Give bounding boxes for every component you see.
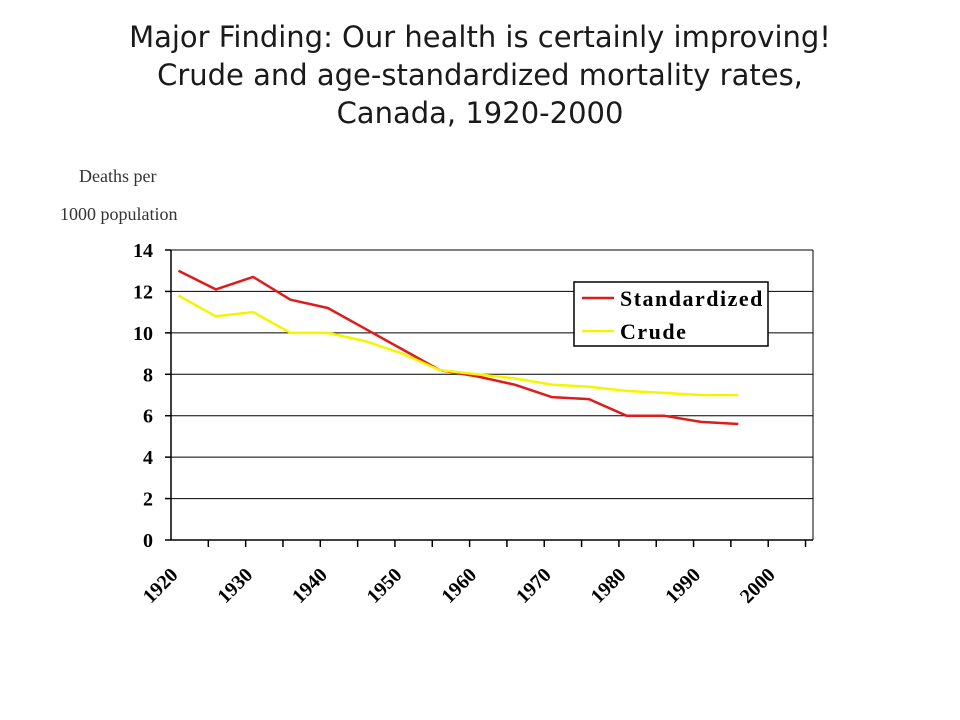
legend-box [573,281,769,347]
y-tick-label-2: 2 [143,489,153,511]
title-line-2: Crude and age-standardized mortality rat… [157,58,803,92]
y-tick-label-6: 6 [143,406,153,428]
y-tick-label-10: 10 [133,323,153,345]
y-tick-label-8: 8 [143,364,153,386]
x-tick-label-1960: 1960 [437,564,481,608]
x-tick-label-1930: 1930 [213,564,257,608]
title-line-1: Major Finding: Our health is certainly i… [129,20,831,54]
y-tick-label-0: 0 [143,530,153,552]
y-tick-label-14: 14 [133,240,153,262]
title-line-3: Canada, 1920-2000 [336,96,624,130]
x-tick-label-1950: 1950 [363,564,407,608]
y-axis-label-line-2: 1000 population [60,204,178,224]
x-tick-label-1980: 1980 [587,564,631,608]
y-axis-label-line-1: Deaths per [79,166,157,186]
x-tick-label-1920: 1920 [139,564,183,608]
series-line-crude [177,294,739,397]
y-tick-label-4: 4 [143,447,153,469]
y-tick-label-12: 12 [133,281,153,303]
slide-title: Major Finding: Our health is certainly i… [0,18,960,132]
x-tick-label-1940: 1940 [288,564,332,608]
x-tick-label-2000: 2000 [736,564,780,608]
x-tick-label-1990: 1990 [661,564,705,608]
legend-label-standardized: Standardized [620,286,764,311]
legend-label-crude: Crude [620,319,687,344]
x-tick-label-1970: 1970 [512,564,556,608]
